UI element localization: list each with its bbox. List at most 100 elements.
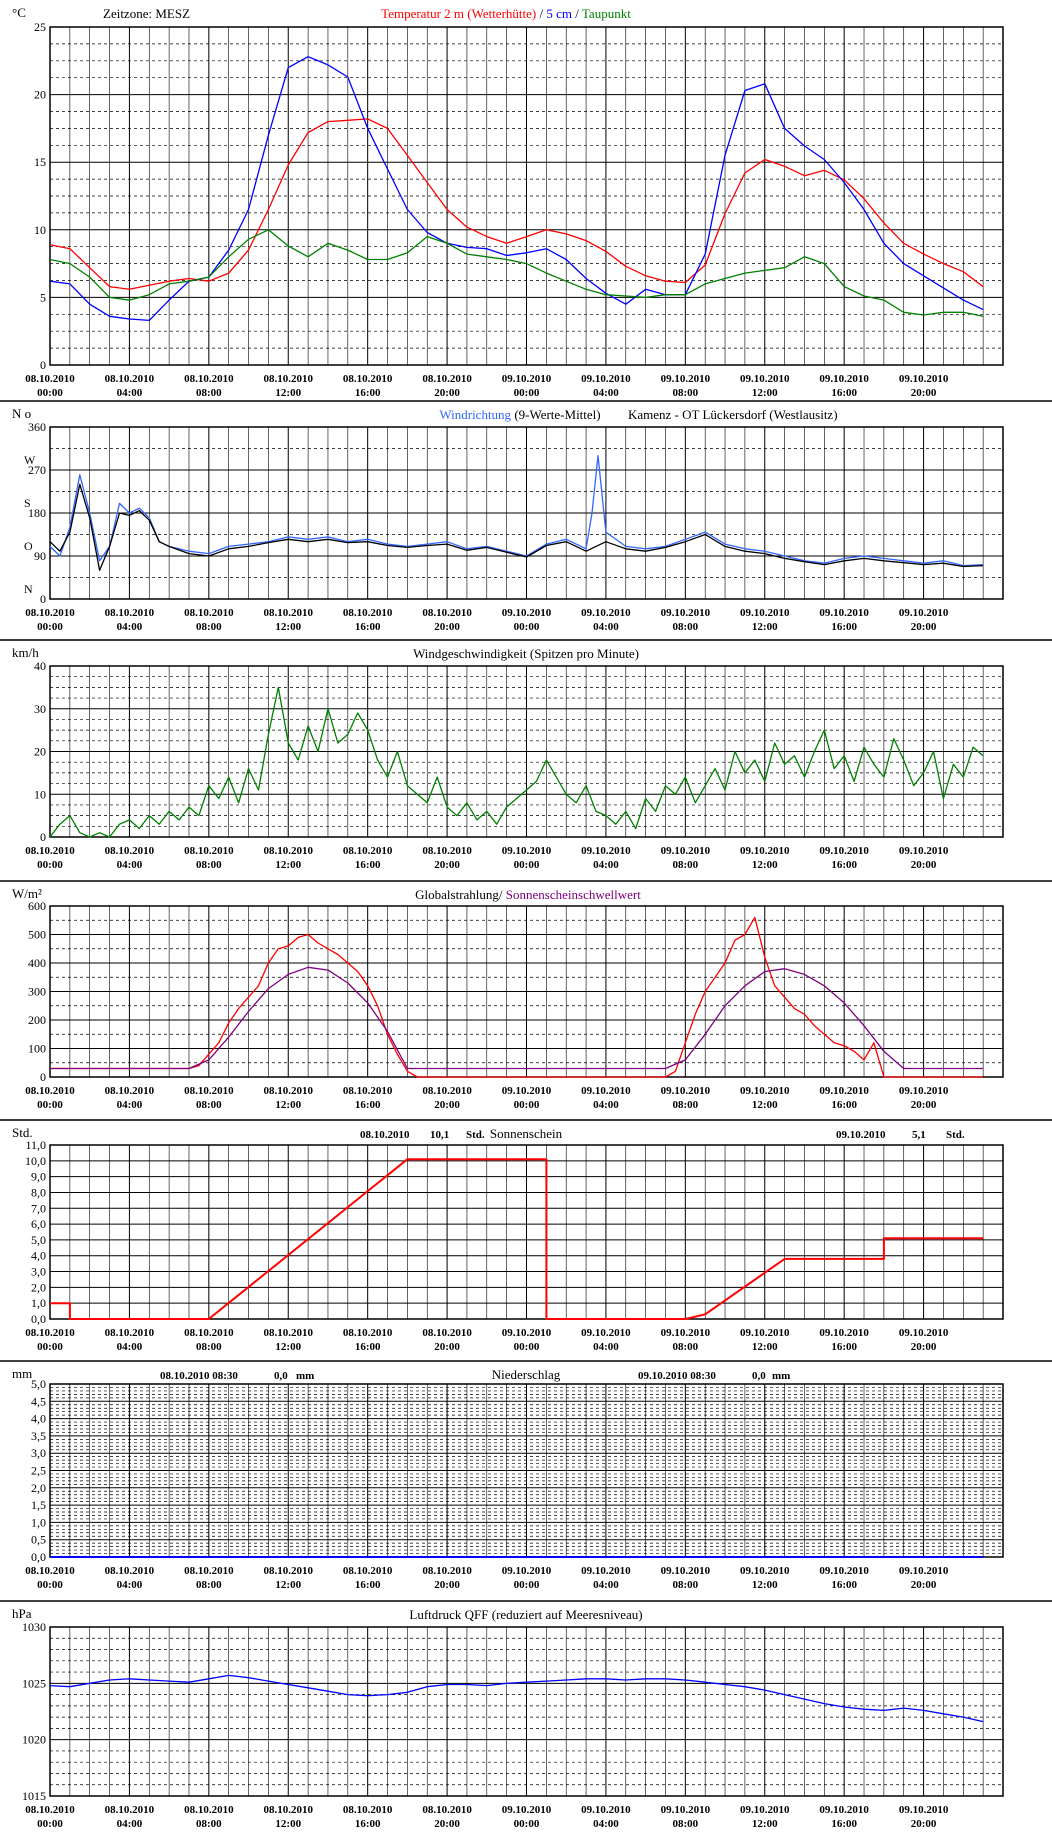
y-unit-label: mm — [12, 1366, 32, 1381]
day-total-date: 09.10.2010 — [836, 1129, 886, 1141]
x-tick-time: 00:00 — [514, 387, 540, 399]
x-tick-time: 00:00 — [514, 1579, 540, 1591]
x-tick-date: 08.10.2010 — [105, 845, 155, 857]
x-tick-date: 09.10.2010 — [502, 1565, 552, 1577]
x-tick-date: 09.10.2010 — [899, 607, 949, 619]
y-tick-label: 1025 — [22, 1676, 46, 1690]
x-tick-date: 08.10.2010 — [105, 1085, 155, 1097]
day-total-unit: Std. — [466, 1129, 485, 1141]
compass-label: N — [24, 582, 33, 596]
chart-title-part: / — [536, 6, 546, 21]
x-tick-date: 08.10.2010 — [343, 1085, 393, 1097]
x-tick-time: 16:00 — [831, 1099, 857, 1111]
x-tick-time: 08:00 — [196, 387, 222, 399]
x-tick-date: 08.10.2010 — [25, 1085, 75, 1097]
x-tick-time: 12:00 — [752, 1099, 778, 1111]
y-tick-label: 0,5 — [31, 1533, 46, 1547]
x-tick-date: 08.10.2010 — [105, 373, 155, 385]
x-tick-date: 08.10.2010 — [422, 845, 472, 857]
x-tick-time: 04:00 — [117, 1579, 143, 1591]
x-tick-time: 20:00 — [434, 387, 460, 399]
x-tick-date: 08.10.2010 — [105, 1804, 155, 1816]
y-tick-label: 9,0 — [31, 1170, 46, 1184]
x-tick-date: 08.10.2010 — [25, 607, 75, 619]
x-tick-date: 09.10.2010 — [661, 1085, 711, 1097]
y-tick-label: 1015 — [22, 1789, 46, 1803]
y-tick-label: 15 — [34, 155, 46, 169]
x-tick-time: 00:00 — [514, 1099, 540, 1111]
y-tick-label: 0 — [40, 592, 46, 606]
x-tick-date: 09.10.2010 — [740, 845, 790, 857]
x-tick-time: 08:00 — [196, 1818, 222, 1830]
x-tick-date: 08.10.2010 — [184, 845, 234, 857]
x-tick-date: 09.10.2010 — [502, 373, 552, 385]
y-tick-label: 180 — [28, 506, 46, 520]
x-tick-date: 09.10.2010 — [740, 1565, 790, 1577]
y-tick-label: 10 — [34, 223, 46, 237]
x-tick-date: 08.10.2010 — [105, 1565, 155, 1577]
y-tick-label: 40 — [34, 659, 46, 673]
series-line-wind-speed-0 — [49, 686, 984, 838]
y-tick-label: 10,0 — [25, 1154, 46, 1168]
chart-title: Windrichtung (9-Werte-Mittel) — [439, 407, 600, 422]
chart-title: Temperatur 2 m (Wetterhütte) / 5 cm / Ta… — [381, 6, 631, 21]
series-line-pressure-0 — [49, 1674, 984, 1723]
y-tick-label: 0 — [40, 830, 46, 844]
x-tick-date: 09.10.2010 — [899, 373, 949, 385]
x-tick-time: 12:00 — [275, 1099, 301, 1111]
y-tick-label: 1,5 — [31, 1498, 46, 1512]
x-tick-time: 04:00 — [593, 621, 619, 633]
x-tick-date: 09.10.2010 — [819, 373, 869, 385]
x-tick-date: 09.10.2010 — [661, 1565, 711, 1577]
x-tick-time: 12:00 — [275, 1341, 301, 1353]
x-tick-date: 09.10.2010 — [581, 845, 631, 857]
x-tick-date: 08.10.2010 — [264, 373, 314, 385]
series-line-temperature-0 — [49, 118, 984, 290]
chart-title-part: Taupunkt — [582, 6, 631, 21]
y-tick-label: 3,0 — [31, 1446, 46, 1460]
x-tick-date: 09.10.2010 — [899, 1085, 949, 1097]
x-tick-date: 09.10.2010 — [661, 1327, 711, 1339]
x-tick-time: 08:00 — [672, 1341, 698, 1353]
y-tick-label: 0 — [40, 1070, 46, 1084]
x-tick-time: 00:00 — [514, 621, 540, 633]
x-tick-date: 08.10.2010 — [184, 607, 234, 619]
chart-title: Niederschlag — [492, 1367, 561, 1382]
x-tick-date: 09.10.2010 — [819, 1327, 869, 1339]
x-tick-date: 09.10.2010 — [581, 1804, 631, 1816]
y-unit-label: km/h — [12, 645, 39, 660]
x-tick-date: 09.10.2010 — [502, 607, 552, 619]
x-tick-time: 16:00 — [355, 621, 381, 633]
chart-title-part: Temperatur 2 m (Wetterhütte) — [381, 6, 536, 21]
chart-title-part: Sonnenscheinschwellwert — [506, 887, 641, 902]
x-tick-date: 09.10.2010 — [740, 1085, 790, 1097]
x-tick-time: 08:00 — [196, 1099, 222, 1111]
plot-frame — [49, 1626, 1004, 1797]
x-tick-date: 08.10.2010 — [184, 1085, 234, 1097]
x-tick-date: 09.10.2010 — [661, 1804, 711, 1816]
y-tick-label: 270 — [28, 463, 46, 477]
x-tick-date: 08.10.2010 — [25, 373, 75, 385]
x-tick-date: 08.10.2010 — [343, 373, 393, 385]
y-tick-label: 20 — [34, 745, 46, 759]
y-tick-label: 100 — [28, 1042, 46, 1056]
x-tick-time: 20:00 — [911, 1341, 937, 1353]
y-tick-label: 0 — [40, 358, 46, 372]
series-line-global-radiation-0 — [50, 916, 984, 1078]
x-tick-date: 09.10.2010 — [899, 1565, 949, 1577]
x-tick-date: 08.10.2010 — [343, 1327, 393, 1339]
y-tick-label: 0,0 — [31, 1312, 46, 1326]
x-tick-date: 09.10.2010 — [581, 1085, 631, 1097]
x-tick-time: 16:00 — [355, 859, 381, 871]
y-tick-label: 2,0 — [31, 1481, 46, 1495]
x-tick-date: 08.10.2010 — [184, 373, 234, 385]
x-tick-time: 08:00 — [196, 859, 222, 871]
x-tick-time: 04:00 — [593, 1341, 619, 1353]
x-tick-time: 16:00 — [831, 859, 857, 871]
y-tick-label: 90 — [34, 549, 46, 563]
y-tick-label: 300 — [28, 985, 46, 999]
x-tick-time: 00:00 — [514, 859, 540, 871]
x-tick-date: 09.10.2010 — [740, 1327, 790, 1339]
